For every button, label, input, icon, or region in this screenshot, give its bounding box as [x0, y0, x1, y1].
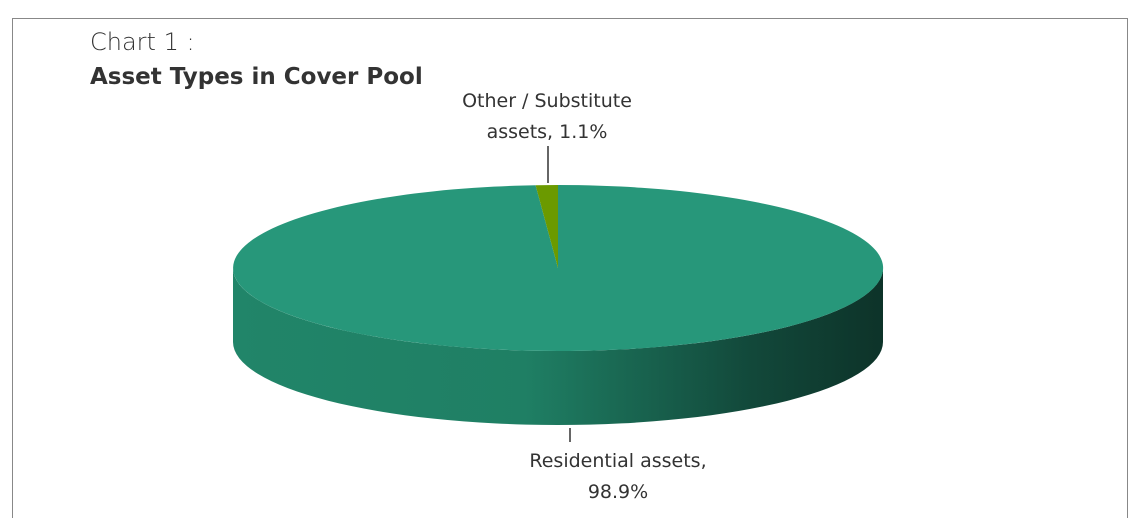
slice-label: Other / Substitute assets, 1.1%	[437, 86, 657, 148]
slice-label: Residential assets, 98.9%	[508, 446, 728, 508]
value-label: 98.9%	[587, 481, 649, 503]
chart	[233, 146, 884, 442]
pie-side	[233, 268, 883, 425]
value-label: 1.1%	[559, 121, 608, 143]
chart-subtitle: Chart 1 :	[90, 28, 195, 56]
pie-slice	[535, 185, 558, 268]
frame	[12, 18, 1128, 518]
pie-slice	[233, 184, 884, 351]
page: Chart 1 : Asset Types in Cover Pool (() …	[12, 18, 1128, 518]
chart-title: Asset Types in Cover Pool	[90, 64, 423, 90]
category-label: Other / Substitute assets,	[462, 90, 632, 143]
category-label: Residential assets,	[529, 450, 707, 472]
